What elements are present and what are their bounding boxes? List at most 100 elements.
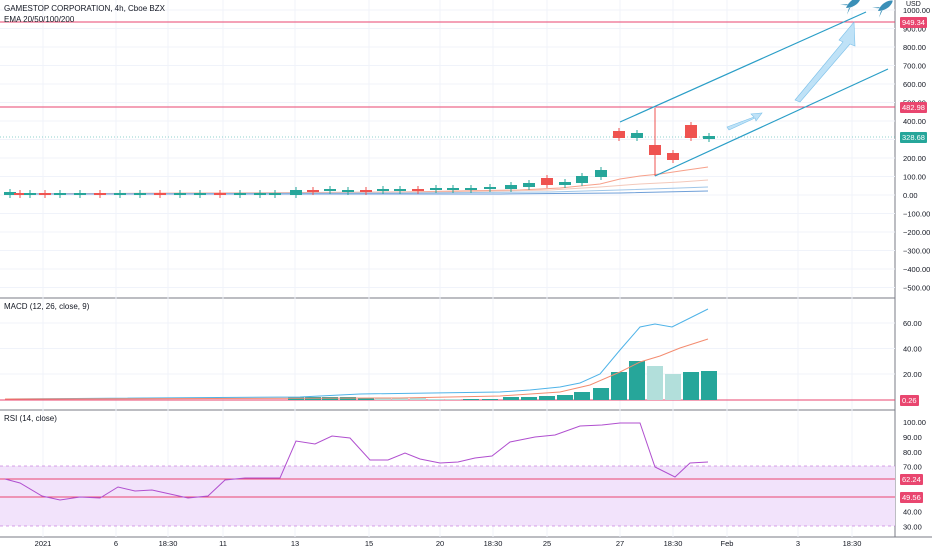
- candle-body: [324, 189, 336, 191]
- arrow-icon[interactable]: [726, 112, 763, 131]
- price-axis-tick: −400.00: [903, 265, 930, 274]
- rsi-axis-tick: 30.00: [903, 522, 922, 531]
- macd-histogram-bar: [503, 397, 519, 400]
- ema-100-line: [4, 186, 709, 195]
- macd-histogram-bar: [647, 366, 663, 400]
- candle-body: [559, 182, 571, 185]
- macd-histogram-bar: [392, 398, 408, 400]
- price-axis[interactable]: 1000.00900.00800.00700.00600.00500.00400…: [903, 6, 930, 293]
- time-axis-tick: 2021: [35, 539, 52, 548]
- time-axis-tick: Feb: [721, 539, 734, 548]
- candle-body: [234, 193, 246, 195]
- price-axis-tick: 100.00: [903, 173, 926, 182]
- macd-zero-label: 0.26: [900, 395, 919, 406]
- time-axis-tick: 6: [114, 539, 118, 548]
- candle-body: [613, 131, 625, 138]
- candle-body: [24, 193, 36, 195]
- ema-200-line: [5, 190, 709, 195]
- rsi-label-49: 49.56: [900, 492, 923, 503]
- time-axis-tick: 13: [291, 539, 299, 548]
- time-axis-tick: 20: [436, 539, 444, 548]
- candle-body: [505, 185, 517, 189]
- macd-histogram: [288, 361, 717, 400]
- macd-histogram-bar: [701, 371, 717, 400]
- price-axis-tick: 400.00: [903, 117, 926, 126]
- macd-histogram-bar: [557, 395, 573, 400]
- macd-histogram-bar: [375, 398, 391, 400]
- candle-body: [484, 187, 496, 189]
- candle-body: [576, 176, 588, 183]
- time-axis-tick: 18:30: [664, 539, 683, 548]
- macd-histogram-bar: [445, 399, 461, 400]
- price-axis-tick: −100.00: [903, 210, 930, 219]
- candle-body: [377, 189, 389, 191]
- rsi-axis-tick: 80.00: [903, 448, 922, 457]
- candle-body: [154, 193, 166, 195]
- candle-body: [342, 190, 354, 192]
- ema-indicator-title[interactable]: EMA 20/50/100/200: [4, 15, 75, 24]
- rsi-band: [0, 466, 895, 526]
- candle-body: [14, 193, 26, 195]
- rocket-icon: [872, 0, 893, 18]
- candle-body: [412, 189, 424, 191]
- candle-body: [430, 188, 442, 190]
- last-price-label: 328.68: [900, 132, 927, 143]
- candle-body: [394, 189, 406, 191]
- symbol-title[interactable]: GAMESTOP CORPORATION, 4h, Cboe BZX: [4, 4, 165, 13]
- candle-body: [254, 193, 266, 195]
- macd-histogram-bar: [482, 399, 498, 400]
- channel-lower-trendline[interactable]: [654, 68, 889, 177]
- price-axis-tick: 800.00: [903, 43, 926, 52]
- price-axis-tick: 200.00: [903, 154, 926, 163]
- time-axis-tick: 3: [796, 539, 800, 548]
- price-axis-tick: 0.00: [903, 191, 918, 200]
- price-axis-tick: −500.00: [903, 284, 930, 293]
- candle-body: [54, 193, 66, 195]
- candle-body: [94, 193, 106, 195]
- macd-histogram-bar: [410, 398, 426, 400]
- candle-body: [465, 188, 477, 190]
- candle-body: [174, 193, 186, 195]
- candle-body: [307, 190, 319, 192]
- arrow-icon[interactable]: [794, 21, 856, 103]
- macd-axis-tick: 60.00: [903, 319, 922, 328]
- candle-body: [667, 153, 679, 160]
- candles: [4, 108, 715, 198]
- time-axis[interactable]: 2021 6 18:30 11 13 15 20 18:30 25 27 18:30 Feb 3 18:3…: [35, 539, 862, 548]
- price-axis-tick: −300.00: [903, 247, 930, 256]
- macd-histogram-bar: [428, 399, 444, 400]
- time-axis-tick: 11: [219, 539, 227, 548]
- macd-histogram-bar: [463, 399, 479, 400]
- macd-histogram-bar: [574, 392, 590, 400]
- rsi-label-62: 62.24: [900, 474, 923, 485]
- candle-body: [360, 190, 372, 192]
- candle-body: [134, 193, 146, 195]
- candle-body: [74, 193, 86, 195]
- candle-body: [290, 190, 302, 195]
- rsi-indicator-title[interactable]: RSI (14, close): [4, 414, 57, 423]
- currency-label: USD: [906, 1, 921, 8]
- price-axis-tick: 700.00: [903, 62, 926, 71]
- candle-body: [194, 193, 206, 195]
- macd-axis-tick: 20.00: [903, 370, 922, 379]
- candle-body: [541, 178, 553, 185]
- time-axis-tick: 27: [616, 539, 624, 548]
- macd-histogram-bar: [539, 396, 555, 400]
- candle-body: [114, 193, 126, 195]
- candle-body: [595, 170, 607, 177]
- rsi-axis-tick: 90.00: [903, 433, 922, 442]
- time-axis-tick: 25: [543, 539, 551, 548]
- time-axis-tick: 18:30: [484, 539, 503, 548]
- channel-upper-trendline[interactable]: [619, 11, 867, 123]
- macd-indicator-title[interactable]: MACD (12, 26, close, 9): [4, 302, 90, 311]
- macd-histogram-bar: [358, 398, 374, 400]
- macd-axis[interactable]: 60.00 40.00 20.00: [903, 319, 922, 379]
- candle-body: [39, 193, 51, 195]
- rsi-axis-tick: 70.00: [903, 463, 922, 472]
- candle-body: [214, 193, 226, 195]
- macd-histogram-bar: [665, 374, 681, 400]
- price-label-482: 482.98: [900, 102, 927, 113]
- macd-line: [4, 308, 709, 400]
